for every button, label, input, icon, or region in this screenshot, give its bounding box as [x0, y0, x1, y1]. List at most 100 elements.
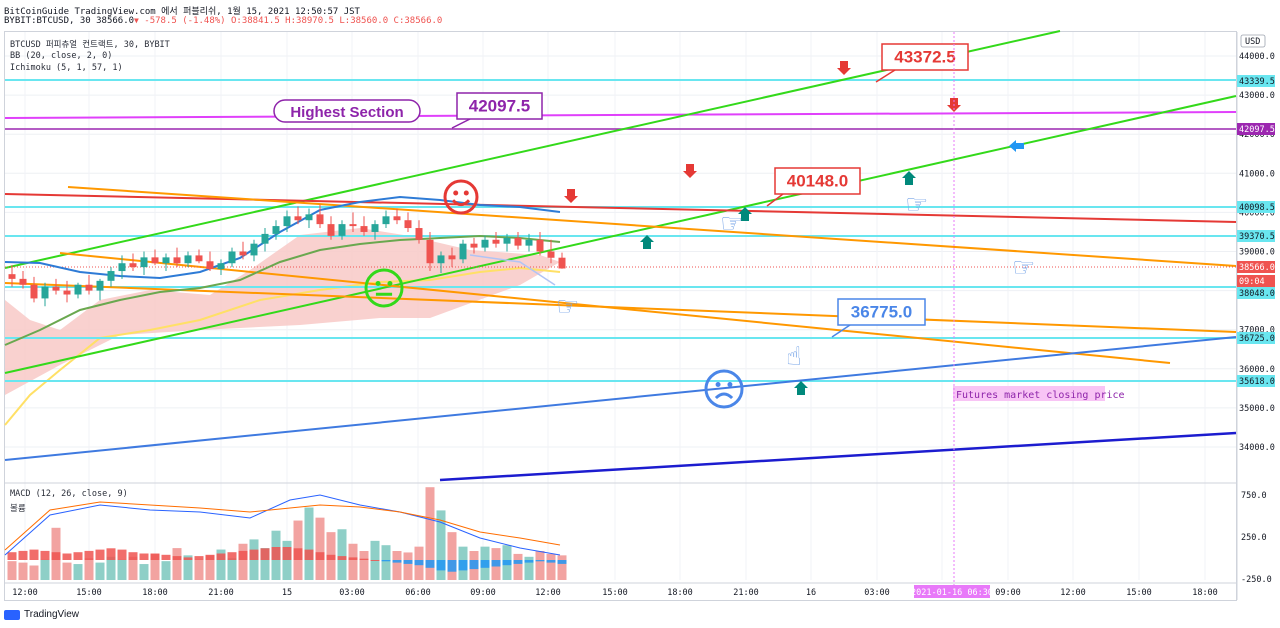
price-badge-label: 42097.5 [1239, 125, 1275, 135]
macd-histogram-bar [535, 560, 545, 562]
macd-histogram-bar [150, 553, 160, 560]
up-arrow-icon [794, 381, 808, 395]
price-badge-box [1237, 332, 1275, 344]
volume-bar [62, 562, 72, 580]
macd-histogram-bar [40, 550, 50, 560]
candle-body [63, 290, 71, 295]
x-tick-label: 06:00 [405, 588, 431, 598]
candle-body [294, 216, 302, 221]
volume-bar [150, 553, 160, 580]
macd-histogram-bar [271, 547, 281, 560]
x-tick-label: 03:00 [339, 588, 365, 598]
trend-line-blue [4, 336, 1237, 461]
volume-bar [128, 556, 138, 580]
macd-histogram-bar [546, 560, 556, 563]
candle-body [404, 220, 412, 229]
ohlc-values: O:38841.5 H:38970.5 L:38560.0 C:38566.0 [231, 16, 443, 26]
macd-histogram-bar [106, 548, 116, 560]
candle-body [514, 237, 522, 246]
label-40148-pointer [766, 193, 784, 207]
candle-body [481, 239, 489, 248]
macd-histogram-bar [381, 560, 391, 562]
y-tick-label: 44000.0 [1239, 52, 1275, 62]
macd-tick-label: 250.0 [1241, 533, 1267, 543]
macd-tick-label: -250.0 [1241, 575, 1272, 585]
legend-ichimoku[interactable]: Ichimoku (5, 1, 57, 1) [10, 63, 123, 73]
macd-histogram-bar [403, 560, 413, 564]
tradingview-logo-icon [4, 609, 20, 620]
volume-bar [205, 555, 215, 580]
smiley-red-icon-mouth [451, 199, 471, 207]
left-arrow-icon [1009, 140, 1024, 152]
macd-histogram-bar [315, 552, 325, 560]
price-badge-box [1237, 375, 1275, 387]
candle-body [30, 284, 38, 299]
bollinger-basis [4, 234, 561, 346]
macd-histogram-bar [117, 549, 127, 560]
price-badge-box [1237, 123, 1275, 135]
smiley-green-icon-eye [375, 281, 381, 286]
macd-histogram-bar [172, 556, 182, 560]
candle-body [536, 239, 544, 252]
candle-body [283, 216, 291, 227]
symbol-ohlc-line: BYBIT:BTCUSD, 30 38566.0▼ -578.5 (-1.48%… [4, 16, 442, 26]
macd-histogram-bar [447, 560, 457, 572]
label-42097-pointer [451, 118, 471, 129]
y-tick-label: 37000.0 [1239, 326, 1275, 336]
candle-body [85, 284, 93, 291]
smiley-blue-icon-outline [704, 369, 744, 409]
candle-body [228, 251, 236, 264]
candle-body [206, 261, 214, 270]
volume-bar [106, 556, 116, 580]
volume-bar [238, 543, 248, 580]
label-40148-box [774, 167, 861, 195]
x-tick-label: 21:00 [208, 588, 234, 598]
candle-body [184, 255, 192, 264]
candle-body [338, 224, 346, 236]
y-tick-label: 35000.0 [1239, 404, 1275, 414]
smiley-red-icon [443, 179, 479, 215]
candle-body [360, 226, 368, 232]
candle-body [415, 228, 423, 240]
volume-bar [84, 558, 94, 580]
macd-histogram-bar [326, 554, 336, 560]
candle-body [19, 278, 27, 285]
candle-body [316, 214, 324, 225]
price-badge-box [1237, 75, 1275, 87]
candle-body [426, 239, 434, 264]
legend-macd[interactable]: MACD (12, 26, close, 9) [10, 489, 128, 499]
macd-histogram-bar [557, 560, 567, 564]
volume-bar [359, 551, 369, 580]
macd-histogram-bar [29, 549, 39, 560]
pointing-hand-icon: ☞ [905, 190, 928, 220]
currency-label: USD [1245, 37, 1260, 47]
candle-body [327, 224, 335, 236]
x-tick-label: 12:00 [1060, 588, 1086, 598]
candle-body [250, 243, 258, 256]
smiley-red-icon-eye [453, 190, 459, 196]
volume-bar [29, 565, 39, 580]
smiley-red-icon-eye [463, 190, 469, 196]
x-tick-label: 09:00 [470, 588, 496, 598]
legend-bollinger[interactable]: BB (20, close, 2, 0) [10, 51, 113, 61]
futures-close-box [953, 386, 1105, 401]
volume-bar [425, 487, 435, 580]
time-marker-box [914, 585, 990, 598]
volume-bar [535, 551, 545, 580]
x-tick-label: 16 [806, 588, 816, 598]
smiley-blue-icon-eye [715, 382, 721, 387]
y-tick-label: 41000.0 [1239, 169, 1275, 179]
price-badge-box [1237, 201, 1275, 213]
footer-brand[interactable]: TradingView [4, 609, 79, 620]
macd-histogram-bar [73, 552, 83, 560]
volume-bar [40, 559, 50, 580]
legend-volume[interactable]: 볼륨 [10, 504, 26, 514]
candle-body [525, 239, 533, 246]
signal-line [4, 501, 561, 551]
volume-bar [18, 562, 28, 580]
volume-bar [95, 562, 105, 580]
legend-symbol[interactable]: BTCUSD 퍼피츄얼 컨트랙트, 30, BYBIT [10, 40, 170, 50]
smiley-red-icon-outline [443, 179, 479, 215]
volume-bar [348, 543, 358, 580]
